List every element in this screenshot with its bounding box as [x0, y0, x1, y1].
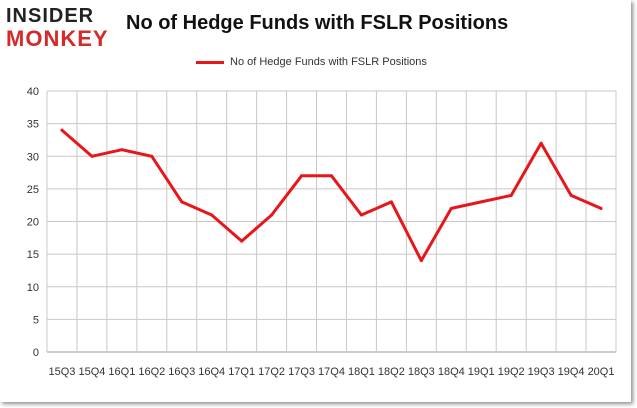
y-tick-label: 20	[27, 217, 39, 229]
x-tick-label: 18Q3	[408, 366, 435, 378]
legend-swatch	[196, 60, 224, 64]
y-tick-label: 40	[27, 86, 39, 98]
y-tick-label: 15	[27, 249, 39, 261]
data-point	[509, 193, 513, 197]
x-tick-label: 18Q4	[438, 366, 465, 378]
chart-legend: No of Hedge Funds with FSLR Positions	[196, 56, 427, 68]
x-tick-label: 18Q1	[348, 366, 375, 378]
data-point	[90, 154, 94, 158]
chart-title: No of Hedge Funds with FSLR Positions	[126, 12, 509, 34]
data-point	[60, 128, 64, 132]
series-line	[60, 128, 603, 263]
legend-label: No of Hedge Funds with FSLR Positions	[230, 56, 427, 68]
data-point	[270, 213, 274, 217]
insider-monkey-logo: INSIDER MONKEY	[6, 6, 118, 56]
y-tick-label: 35	[27, 119, 39, 131]
data-point	[240, 239, 244, 243]
data-point	[150, 154, 154, 158]
data-point	[539, 141, 543, 145]
data-point	[479, 200, 483, 204]
y-tick-label: 25	[27, 184, 39, 196]
x-tick-label: 19Q3	[528, 366, 555, 378]
data-point	[180, 200, 184, 204]
y-tick-label: 10	[27, 282, 39, 294]
y-tick-label: 5	[33, 314, 39, 326]
data-point	[389, 200, 393, 204]
x-tick-label: 15Q4	[78, 366, 105, 378]
data-point	[300, 174, 304, 178]
x-tick-label: 15Q3	[49, 366, 76, 378]
x-tick-label: 18Q2	[378, 366, 405, 378]
data-point	[120, 148, 124, 152]
x-tick-label: 17Q1	[228, 366, 255, 378]
x-tick-label: 19Q4	[558, 366, 585, 378]
y-tick-label: 0	[33, 347, 39, 359]
x-tick-label: 16Q2	[138, 366, 165, 378]
x-tick-label: 17Q3	[288, 366, 315, 378]
data-point	[330, 174, 333, 178]
x-tick-label: 19Q1	[468, 366, 495, 378]
x-tick-label: 17Q2	[258, 366, 285, 378]
data-point	[599, 206, 603, 210]
data-point	[569, 193, 573, 197]
logo-text-bottom: MONKEY	[6, 26, 109, 51]
x-tick-label: 16Q1	[108, 366, 135, 378]
x-tick-label: 20Q1	[588, 366, 615, 378]
x-tick-label: 17Q4	[318, 366, 345, 378]
data-point	[419, 259, 423, 263]
x-tick-label: 16Q4	[198, 366, 225, 378]
data-point	[449, 206, 453, 210]
x-tick-label: 19Q2	[498, 366, 525, 378]
y-tick-label: 30	[27, 151, 39, 163]
x-tick-label: 16Q3	[168, 366, 195, 378]
data-point	[210, 213, 214, 217]
logo-text-top: INSIDER	[6, 5, 95, 27]
data-point	[359, 213, 363, 217]
